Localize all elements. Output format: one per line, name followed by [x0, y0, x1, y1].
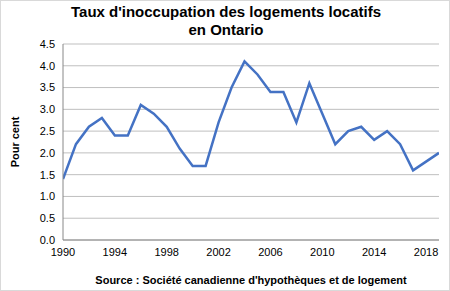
- svg-text:2018: 2018: [414, 246, 438, 258]
- svg-text:1990: 1990: [51, 246, 75, 258]
- svg-text:1998: 1998: [154, 246, 178, 258]
- svg-text:2006: 2006: [258, 246, 282, 258]
- html-text:Taux d'inoccupation des logeme: Taux d'inoccupation des logements locati…: [71, 3, 381, 38]
- svg-text:0.5: 0.5: [40, 212, 55, 224]
- svg-text:1.0: 1.0: [40, 190, 55, 202]
- svg-text:2014: 2014: [362, 246, 386, 258]
- svg-text:Source : Société canadienne d': Source : Société canadienne d'hypothèque…: [95, 274, 407, 286]
- svg-text:0.0: 0.0: [40, 234, 55, 246]
- svg-text:2002: 2002: [206, 246, 230, 258]
- svg-text:3.0: 3.0: [40, 103, 55, 115]
- svg-text:1.5: 1.5: [40, 169, 55, 181]
- svg-text:1994: 1994: [103, 246, 127, 258]
- svg-text:4.0: 4.0: [40, 60, 55, 72]
- svg-text:4.5: 4.5: [40, 38, 55, 50]
- svg-text:2.0: 2.0: [40, 147, 55, 159]
- svg-text:2010: 2010: [310, 246, 334, 258]
- svg-text:Pour cent: Pour cent: [9, 116, 21, 167]
- svg-text:2.5: 2.5: [40, 125, 55, 137]
- svg-text:3.5: 3.5: [40, 81, 55, 93]
